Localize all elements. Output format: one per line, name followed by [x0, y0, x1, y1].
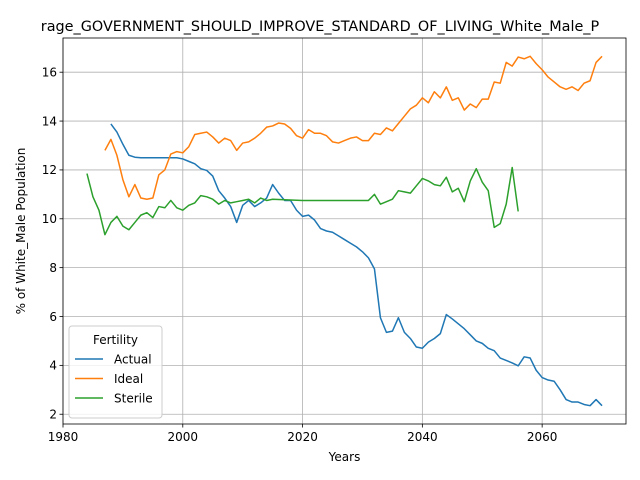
y-tick-label: 4: [49, 359, 57, 373]
x-tick-label: 2000: [168, 430, 199, 444]
y-tick-label: 14: [42, 114, 57, 128]
x-tick-label: 2040: [407, 430, 438, 444]
y-tick-label: 12: [42, 163, 57, 177]
series-line-ideal: [104, 55, 603, 200]
legend-box: [68, 325, 163, 419]
x-tick-label: 2020: [287, 430, 318, 444]
plot-frame: [62, 37, 627, 425]
y-tick-label: 16: [42, 66, 57, 80]
x-axis-label: Years: [328, 450, 361, 464]
series-line-actual: [110, 123, 603, 407]
y-tick-label: 10: [42, 212, 57, 226]
legend-title: Fertility: [93, 333, 138, 347]
x-tick-label: 2060: [527, 430, 558, 444]
x-axis: 1980 2000 2020 2040 2060: [48, 424, 558, 444]
legend-label-sterile: Sterile: [114, 391, 153, 405]
series-line-sterile: [86, 166, 519, 236]
y-tick-label: 8: [49, 261, 57, 275]
grid: [62, 38, 626, 424]
x-tick-label: 1980: [48, 430, 79, 444]
y-tick-label: 2: [49, 408, 57, 422]
y-axis-label: % of White_Male Population: [14, 148, 28, 315]
series-lines: [86, 55, 603, 407]
legend: Fertility Actual Ideal Sterile: [68, 325, 163, 419]
y-axis: 2 4 6 8 10 12 14 16: [42, 66, 63, 422]
legend-label-ideal: Ideal: [114, 372, 143, 386]
legend-label-actual: Actual: [114, 352, 152, 366]
legend-items: Actual Ideal Sterile: [75, 352, 153, 405]
chart-title: rage_GOVERNMENT_SHOULD_IMPROVE_STANDARD_…: [41, 19, 600, 35]
y-tick-label: 6: [49, 310, 57, 324]
